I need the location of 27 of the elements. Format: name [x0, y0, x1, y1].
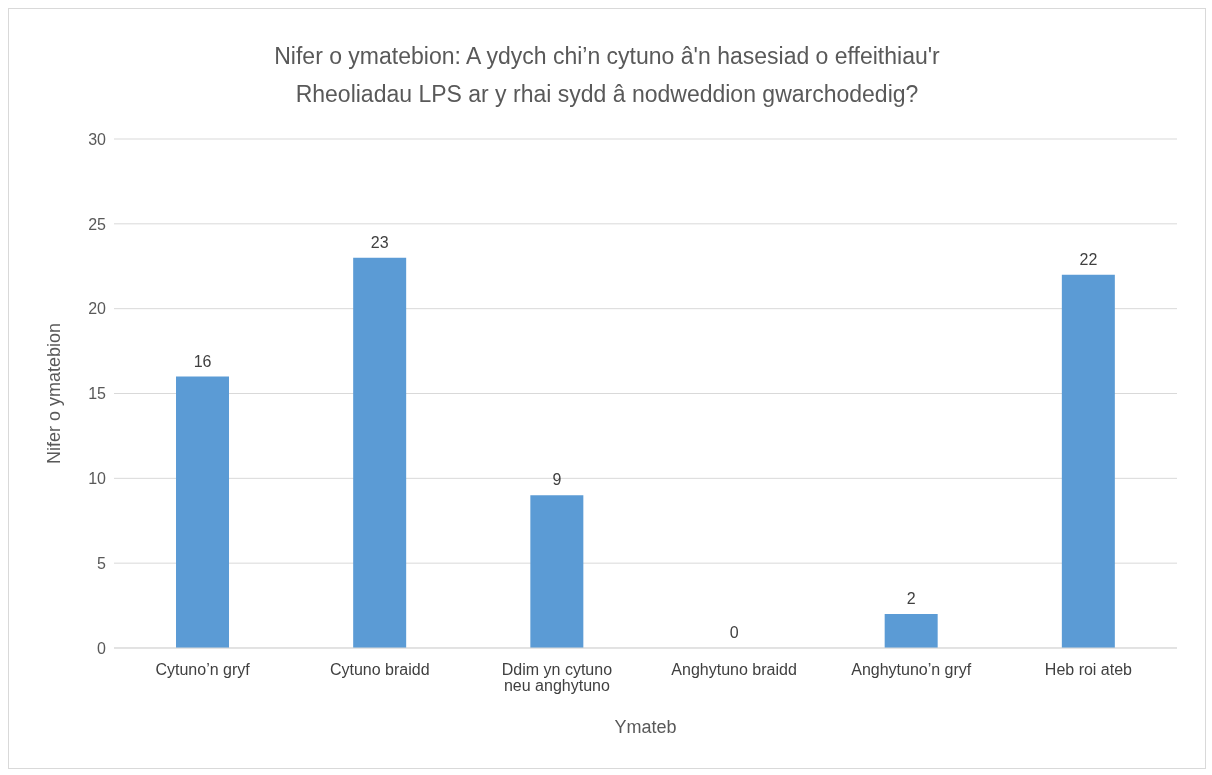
- x-tick-label: Cytuno’n gryf: [155, 661, 251, 679]
- x-tick-label: Anghytuno’n gryf: [851, 661, 972, 679]
- y-tick-label: 5: [97, 554, 107, 572]
- y-tick-label: 30: [88, 130, 107, 148]
- x-axis-title: Ymateb: [614, 717, 677, 737]
- bar: [353, 257, 407, 648]
- data-label: 9: [552, 471, 562, 489]
- x-tick-label: Heb roi ateb: [1044, 661, 1133, 679]
- x-tick-label: Anghytuno braidd: [671, 661, 797, 679]
- y-tick-label: 25: [88, 215, 107, 233]
- data-label: 16: [193, 352, 212, 370]
- bar: [530, 495, 584, 648]
- data-label: 22: [1079, 250, 1098, 268]
- data-label: 0: [729, 624, 739, 641]
- data-label: 23: [370, 233, 389, 251]
- x-tick-label: Ddim yn cytuno neu anghytuno: [501, 661, 613, 695]
- bar: [176, 376, 230, 648]
- x-tick-label: Cytuno braidd: [329, 661, 430, 679]
- bar: [884, 614, 938, 648]
- y-axis-title: Nifer o ymatebion: [44, 322, 65, 465]
- y-tick-label: 15: [88, 385, 107, 403]
- data-label: 2: [906, 590, 916, 608]
- y-tick-label: 20: [88, 300, 107, 318]
- y-tick-label: 10: [88, 470, 107, 488]
- chart-title: Nifer o ymatebion: A ydych chi’n cytuno â'n hasesiad o effeithiau'r Rheoliadau LPS ar y rhai sydd â nodweddion gwarchodedig?: [273, 42, 941, 109]
- y-tick-label: 0: [97, 639, 107, 657]
- bar: [1061, 274, 1115, 648]
